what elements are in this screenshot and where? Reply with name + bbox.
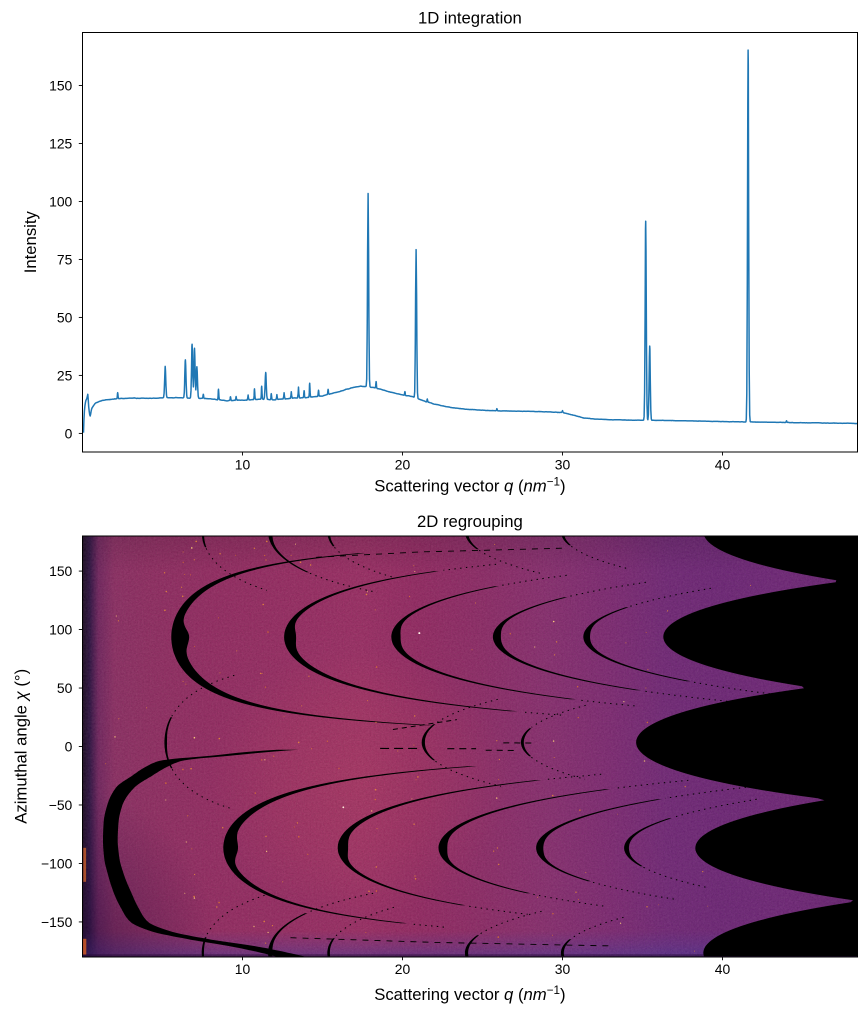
svg-text:20: 20	[395, 961, 411, 977]
svg-text:150: 150	[49, 77, 72, 93]
svg-text:−150: −150	[41, 914, 73, 930]
svg-text:−100: −100	[41, 855, 73, 871]
svg-text:100: 100	[49, 193, 72, 209]
svg-text:25: 25	[57, 367, 73, 383]
svg-text:100: 100	[49, 621, 72, 637]
svg-text:0: 0	[65, 738, 73, 754]
svg-text:0: 0	[65, 425, 73, 441]
svg-text:30: 30	[555, 457, 571, 473]
svg-text:30: 30	[555, 961, 571, 977]
svg-text:50: 50	[57, 680, 73, 696]
svg-text:Scattering vector q (nm−1): Scattering vector q (nm−1)	[374, 476, 565, 496]
svg-text:Intensity: Intensity	[21, 210, 40, 273]
svg-text:10: 10	[235, 961, 251, 977]
svg-text:20: 20	[395, 457, 411, 473]
svg-text:−50: −50	[49, 797, 73, 813]
svg-text:10: 10	[235, 457, 251, 473]
svg-text:40: 40	[715, 961, 731, 977]
svg-text:Azimuthal angle χ (°): Azimuthal angle χ (°)	[11, 669, 30, 824]
svg-text:40: 40	[715, 457, 731, 473]
svg-text:1D integration: 1D integration	[418, 9, 522, 28]
svg-text:75: 75	[57, 251, 73, 267]
svg-text:125: 125	[49, 135, 72, 151]
svg-text:50: 50	[57, 309, 73, 325]
svg-text:Scattering vector q (nm−1): Scattering vector q (nm−1)	[374, 984, 565, 1004]
svg-text:150: 150	[49, 563, 72, 579]
svg-text:2D regrouping: 2D regrouping	[417, 512, 523, 531]
